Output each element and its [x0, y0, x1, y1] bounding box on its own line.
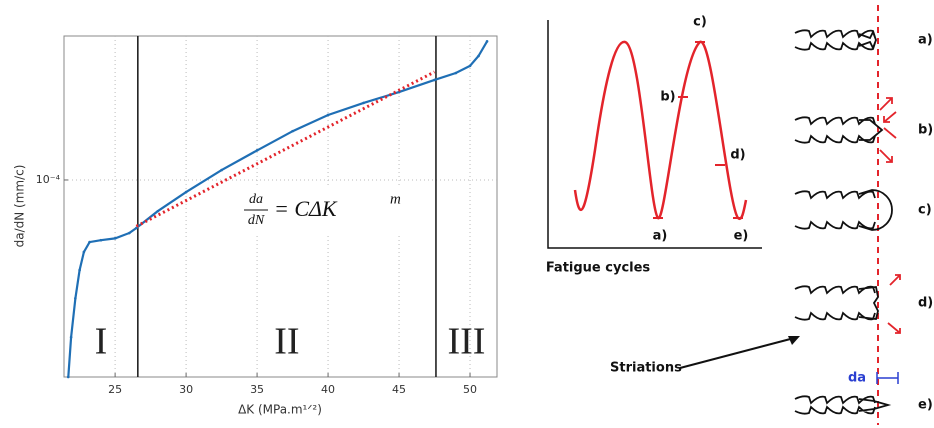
striations-arrow	[679, 336, 799, 369]
data-point	[128, 231, 131, 235]
y-axis-label: da/dN (mm/c)	[13, 165, 27, 248]
x-tick-label: 50	[463, 383, 477, 396]
data-point	[220, 168, 223, 172]
cycle-markers	[653, 41, 743, 219]
data-point	[433, 78, 436, 82]
da-label: da	[848, 371, 866, 386]
equation-exponent: m	[390, 191, 401, 207]
x-tick-label: 45	[392, 383, 406, 396]
striation-edge	[794, 116, 884, 144]
stage-label: c)	[918, 203, 932, 218]
data-point	[113, 237, 117, 240]
x-tick-label: 35	[250, 383, 264, 396]
data-point	[82, 250, 86, 254]
data-point	[291, 129, 294, 133]
data-point	[78, 268, 81, 272]
data-point	[69, 335, 73, 339]
cycle-point-label: b)	[660, 90, 675, 105]
data-point	[99, 238, 103, 242]
striation-edge	[794, 285, 879, 321]
data-point	[454, 71, 458, 75]
striation-edge	[794, 189, 893, 231]
data-point	[468, 64, 472, 68]
load-cycle-wave	[573, 40, 748, 221]
data-point	[477, 54, 480, 58]
equation-denominator: dN	[248, 213, 265, 228]
arrow-head	[788, 336, 800, 345]
data-point	[362, 101, 365, 105]
cycle-point-label: a)	[653, 229, 668, 244]
data-point	[88, 240, 91, 244]
data-point	[326, 113, 330, 117]
x-tick-label: 30	[179, 383, 193, 396]
x-tick-label: 25	[108, 383, 122, 396]
fit-line	[135, 70, 436, 228]
y-tick-label: 10⁻⁴	[36, 173, 61, 186]
stage-label: d)	[918, 296, 933, 311]
stage-label: b)	[918, 123, 933, 138]
cycle-point-label: e)	[734, 229, 749, 244]
cycle-point-label: c)	[693, 15, 707, 30]
data-point	[485, 40, 489, 43]
region-label: III	[447, 321, 485, 363]
striations-label: Striations	[610, 361, 682, 376]
equation-rhs: = CΔK	[274, 196, 338, 221]
cycle-point-label: d)	[730, 148, 745, 163]
striation-edge	[794, 29, 877, 51]
cycle-x-label: Fatigue cycles	[546, 261, 651, 276]
x-tick-label: 40	[321, 383, 335, 396]
da-bracket	[876, 372, 899, 384]
equation-numerator: da	[249, 192, 263, 207]
striation-edge	[794, 395, 892, 415]
x-axis-label: ΔK (MPa.m¹ᐟ²)	[238, 403, 322, 417]
data-point	[184, 190, 188, 194]
equation-box	[240, 188, 405, 234]
region-label: I	[95, 321, 108, 363]
stage-label: e)	[918, 398, 933, 413]
region-label: II	[274, 321, 299, 363]
data-point	[156, 209, 159, 213]
data-point	[74, 297, 77, 300]
data-point	[66, 375, 70, 379]
load-arrows	[879, 97, 901, 334]
cycle-axes	[547, 20, 762, 249]
stage-label: a)	[918, 33, 933, 48]
data-point	[255, 149, 259, 152]
